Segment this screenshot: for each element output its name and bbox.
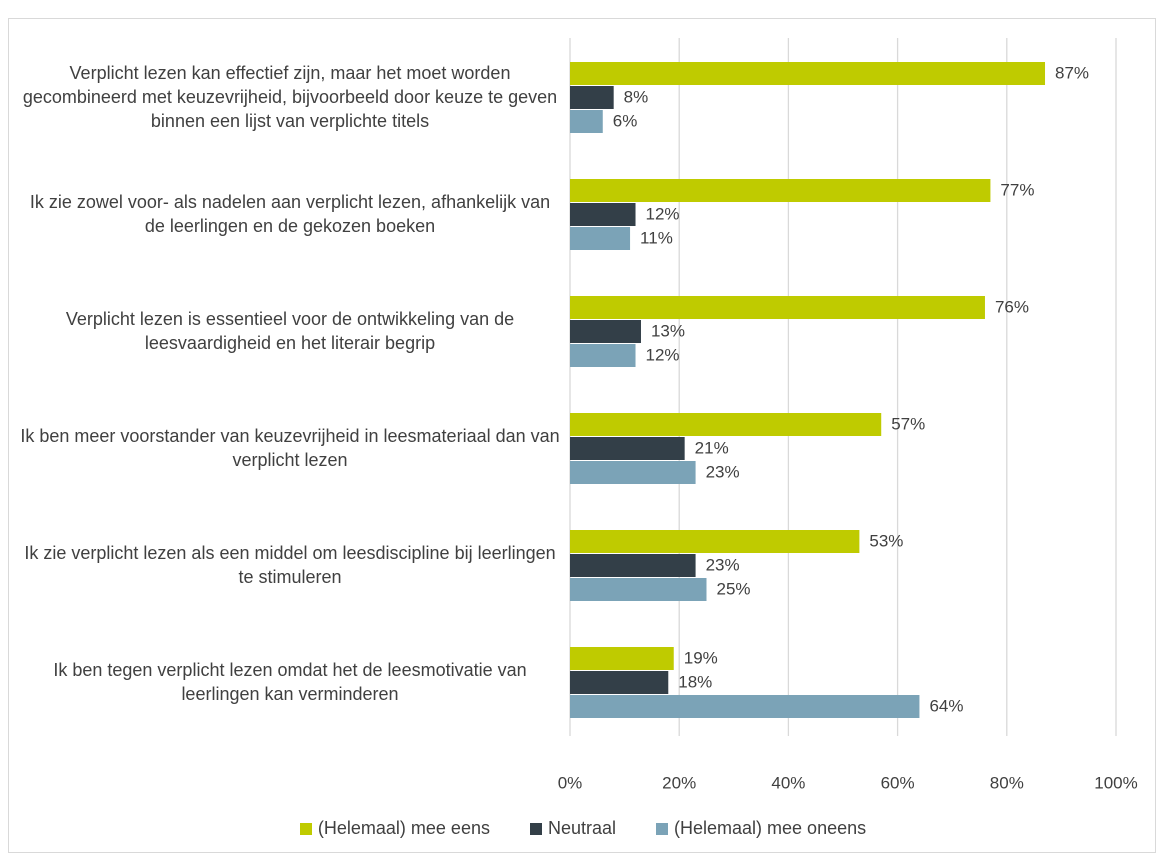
value-label: 76% xyxy=(995,297,1029,316)
x-tick-label: 100% xyxy=(1094,773,1137,792)
value-label: 87% xyxy=(1055,63,1089,82)
bar xyxy=(570,695,920,718)
bar xyxy=(570,203,636,226)
value-label: 23% xyxy=(706,555,740,574)
x-tick-label: 60% xyxy=(881,773,915,792)
value-label: 13% xyxy=(651,321,685,340)
legend-swatch xyxy=(529,822,542,835)
value-label: 12% xyxy=(646,345,680,364)
value-label: 12% xyxy=(646,204,680,223)
value-label: 11% xyxy=(640,228,673,247)
legend-label: (Helemaal) mee eens xyxy=(317,818,490,838)
bar xyxy=(570,461,696,484)
value-label: 57% xyxy=(891,414,925,433)
value-label: 64% xyxy=(929,696,963,715)
legend-label: Neutraal xyxy=(547,818,617,838)
category-label: Ik ben tegen verplicht lezen omdat het d… xyxy=(53,659,527,704)
legend-swatch xyxy=(299,822,312,835)
bar xyxy=(570,647,674,670)
bar xyxy=(570,227,631,250)
category-label: Ik ben meer voorstander van keuzevrijhei… xyxy=(20,425,560,470)
bar xyxy=(570,554,696,577)
legend-label: (Helemaal) mee oneens xyxy=(674,818,867,838)
bar xyxy=(570,320,641,343)
legend: (Helemaal) mee eens Neutraal (Helemaal) me… xyxy=(0,818,1166,839)
category-label: Verplicht lezen kan effectief zijn, maar… xyxy=(22,62,558,131)
bar xyxy=(570,62,1046,85)
legend-swatch xyxy=(656,822,669,835)
chart-frame xyxy=(8,18,1156,853)
value-label: 19% xyxy=(684,648,718,667)
value-label: 21% xyxy=(695,438,729,457)
x-tick-label: 0% xyxy=(558,773,583,792)
x-tick-label: 20% xyxy=(662,773,696,792)
bar xyxy=(570,296,985,319)
value-label: 25% xyxy=(717,579,751,598)
bar xyxy=(570,671,669,694)
category-label: Ik zie zowel voor- als nadelen aan verpl… xyxy=(29,191,551,236)
x-tick-label: 40% xyxy=(771,773,805,792)
legend-item: Neutraal xyxy=(529,818,617,839)
bar xyxy=(570,437,685,460)
value-label: 23% xyxy=(706,462,740,481)
legend-item: (Helemaal) mee oneens xyxy=(656,818,866,839)
value-label: 77% xyxy=(1000,180,1034,199)
value-label: 18% xyxy=(678,672,712,691)
x-tick-label: 80% xyxy=(990,773,1024,792)
value-label: 8% xyxy=(624,87,649,106)
bar xyxy=(570,413,882,436)
category-label: Verplicht lezen is essentieel voor de on… xyxy=(65,308,515,353)
bar xyxy=(570,179,991,202)
legend-item: (Helemaal) mee eens xyxy=(299,818,490,839)
value-label: 53% xyxy=(869,531,903,550)
bar xyxy=(570,110,603,133)
bar xyxy=(570,578,707,601)
category-label: Ik zie verplicht lezen als een middel om… xyxy=(24,542,556,587)
bar xyxy=(570,530,860,553)
value-label: 6% xyxy=(613,111,638,130)
bar xyxy=(570,344,636,367)
bar xyxy=(570,86,614,109)
